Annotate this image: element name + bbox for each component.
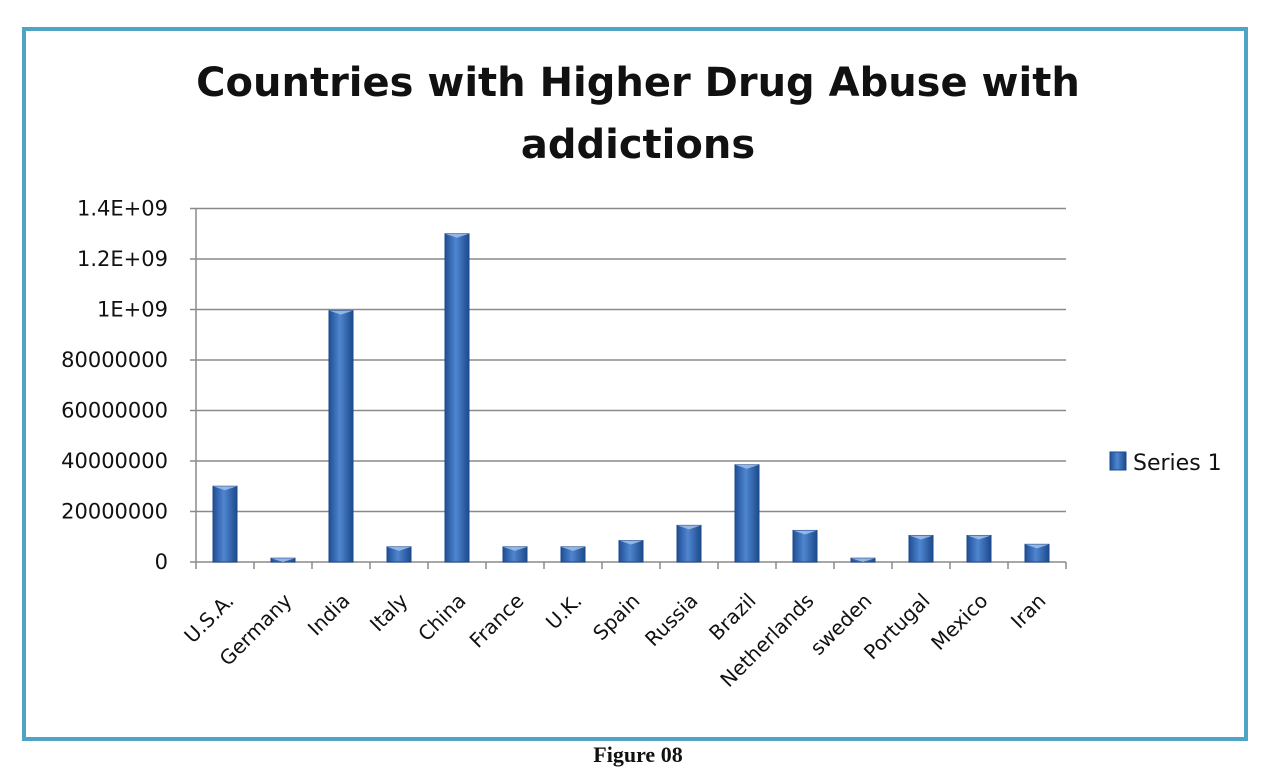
bar-china (444, 233, 470, 563)
bar-italy (386, 546, 412, 563)
x-tick-label: Spain (588, 589, 644, 645)
bar-uk (560, 546, 586, 563)
bars (212, 233, 1050, 563)
bar-cap (445, 233, 469, 238)
bar-cap (503, 546, 527, 551)
x-tick-label: Italy (365, 588, 413, 636)
bar-russia (676, 524, 702, 563)
x-tick-label: Mexico (926, 589, 992, 655)
bar-usa (212, 485, 238, 563)
chart-title: Countries with Higher Drug Abuse with ad… (0, 52, 1276, 176)
bar-cap (213, 486, 237, 491)
y-tick-label: 1E+09 (97, 298, 168, 322)
bar-cap (387, 546, 411, 551)
bar-iran (1024, 543, 1050, 563)
bar-cap (909, 535, 933, 540)
bar (966, 534, 992, 563)
y-tick-label: 20000000 (61, 500, 168, 524)
bar-cap (735, 464, 759, 469)
bar-sweden (850, 557, 876, 563)
chart-title-line-2: addictions (520, 122, 756, 168)
bar-cap (967, 535, 991, 540)
bar-netherlands (792, 529, 818, 563)
x-tick-label: Iran (1006, 589, 1051, 634)
chart-title-line-1: Countries with Higher Drug Abuse with (196, 60, 1080, 106)
bar-cap (561, 546, 585, 551)
y-tick-label: 0 (155, 550, 168, 574)
bar-cap (677, 525, 701, 530)
bar-portugal (908, 534, 934, 563)
gridlines (196, 207, 1066, 513)
bar-india (328, 310, 354, 563)
figure-caption: Figure 08 (593, 742, 683, 767)
y-tick-label: 1.2E+09 (77, 247, 168, 271)
x-tick-label: U.K. (541, 589, 587, 635)
y-tick-label: 40000000 (61, 449, 168, 473)
bar-cap (793, 530, 817, 535)
chart-frame (22, 27, 1248, 741)
bar-cap (851, 558, 875, 562)
legend: Series 1 (1109, 451, 1222, 476)
bar (212, 485, 238, 563)
bar-cap (619, 540, 643, 545)
bar-cap (1025, 544, 1049, 549)
bar (444, 233, 470, 563)
x-tick-label: France (465, 589, 529, 653)
axes (190, 207, 1067, 569)
legend-swatch (1109, 451, 1127, 471)
bar-cap (329, 310, 353, 315)
x-tick-label: China (413, 589, 470, 646)
x-tick-label: Russia (640, 589, 702, 651)
bar-france (502, 546, 528, 563)
y-tick-label: 80000000 (61, 348, 168, 372)
y-tick-labels: 0 20000000 40000000 60000000 80000000 1E+09 1.… (61, 197, 168, 575)
bar (792, 529, 818, 563)
bar (328, 310, 354, 563)
x-tick-label: India (303, 589, 355, 641)
y-tick-label: 1.4E+09 (77, 197, 168, 221)
bar-spain (618, 540, 644, 563)
legend-label: Series 1 (1133, 451, 1222, 476)
bar (734, 464, 760, 563)
bar-cap (271, 558, 295, 562)
bar-brazil (734, 464, 760, 563)
x-tick-label: Brazil (704, 589, 760, 645)
bar-mexico (966, 534, 992, 563)
y-tick-label: 60000000 (61, 399, 168, 423)
bar-germany (270, 557, 296, 563)
bar (676, 524, 702, 563)
